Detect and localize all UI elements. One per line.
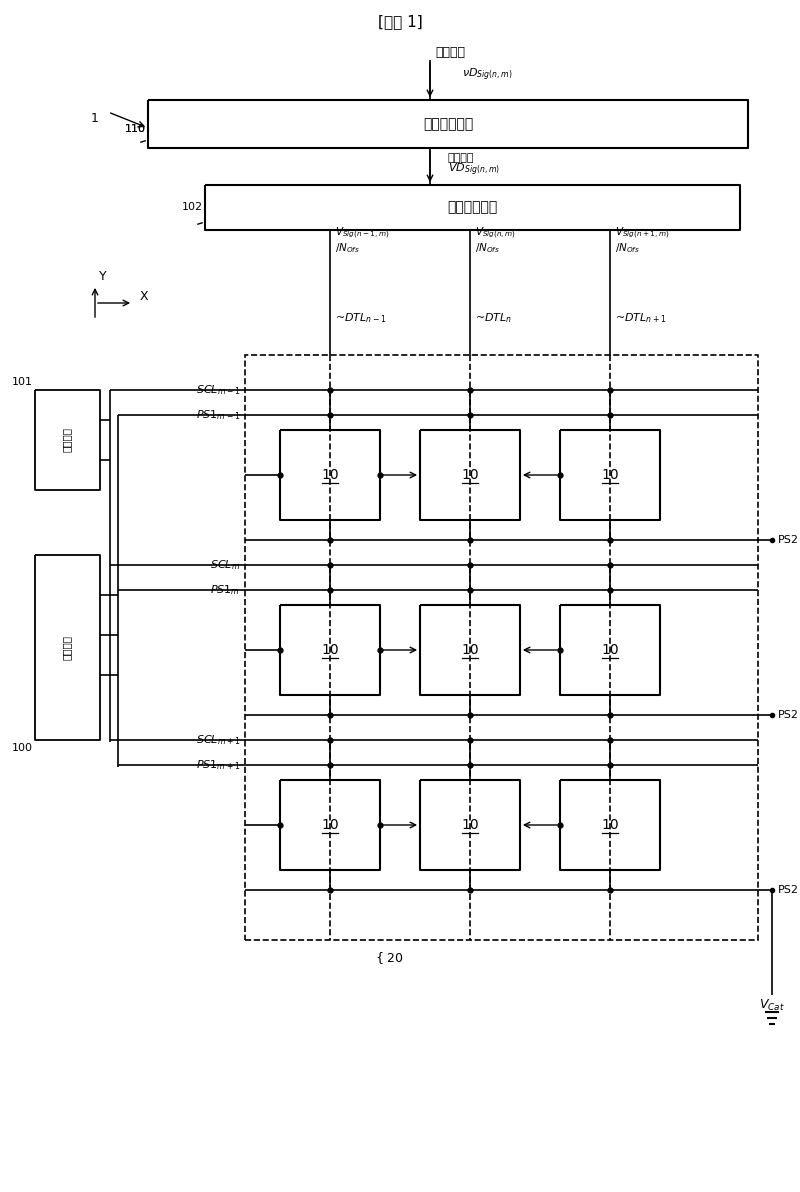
Text: 输入信号: 输入信号 [435,45,465,58]
Text: Y: Y [99,271,106,284]
Text: $/N_{Ofs}$: $/N_{Ofs}$ [335,241,360,255]
Text: PS2: PS2 [778,535,799,545]
Text: 信号输出电路: 信号输出电路 [447,200,497,215]
Text: X: X [140,291,149,304]
Text: PS2: PS2 [778,710,799,720]
Text: 10: 10 [601,468,619,482]
Text: $VD_{Sig(n,m)}$: $VD_{Sig(n,m)}$ [448,162,500,178]
Text: ~$DTL_{n+1}$: ~$DTL_{n+1}$ [615,311,666,325]
Text: 100: 100 [12,743,33,753]
Text: ~$DTL_{n-1}$: ~$DTL_{n-1}$ [335,311,386,325]
Text: 110: 110 [125,124,146,134]
Text: $SCL_{m-1}$: $SCL_{m-1}$ [195,383,240,397]
Text: $PS1_{m-1}$: $PS1_{m-1}$ [196,408,240,422]
Text: $V_{Sig(n,m)}$: $V_{Sig(n,m)}$ [475,225,516,241]
Text: $\nu D_{Sig(n,m)}$: $\nu D_{Sig(n,m)}$ [462,67,513,83]
Text: 扫描电路: 扫描电路 [62,428,72,453]
Bar [245,355,758,940]
Text: $V_{Cat}$: $V_{Cat}$ [759,998,785,1012]
Text: 视频信号: 视频信号 [448,153,474,163]
Text: 10: 10 [601,818,619,832]
Text: 10: 10 [461,818,479,832]
Text: ~$DTL_n$: ~$DTL_n$ [475,311,512,325]
Text: $\{$ 20: $\{$ 20 [375,950,405,966]
Text: $SCL_{m+1}$: $SCL_{m+1}$ [195,733,240,747]
Text: $PS1_m$: $PS1_m$ [210,583,240,597]
Text: 101: 101 [12,377,33,387]
Text: $/N_{Ofs}$: $/N_{Ofs}$ [615,241,640,255]
Text: 10: 10 [321,642,339,657]
Text: 1: 1 [91,112,99,124]
Text: 10: 10 [321,818,339,832]
Text: 10: 10 [461,468,479,482]
Text: $/N_{Ofs}$: $/N_{Ofs}$ [475,241,500,255]
Text: 亮度校正单元: 亮度校正单元 [423,117,473,131]
Text: PS2: PS2 [778,884,799,895]
Text: 102: 102 [182,201,203,212]
Text: 电源单元: 电源单元 [62,634,72,659]
Text: 10: 10 [321,468,339,482]
Text: 110: 110 [125,124,146,134]
Text: [示例 1]: [示例 1] [378,14,422,30]
Text: $PS1_{m+1}$: $PS1_{m+1}$ [196,758,240,772]
Text: 10: 10 [601,642,619,657]
Text: $V_{Sig(n+1,m)}$: $V_{Sig(n+1,m)}$ [615,225,670,241]
Text: $V_{Sig(n-1,m)}$: $V_{Sig(n-1,m)}$ [335,225,390,241]
Text: 10: 10 [461,642,479,657]
Text: $SCL_m$: $SCL_m$ [210,558,240,572]
